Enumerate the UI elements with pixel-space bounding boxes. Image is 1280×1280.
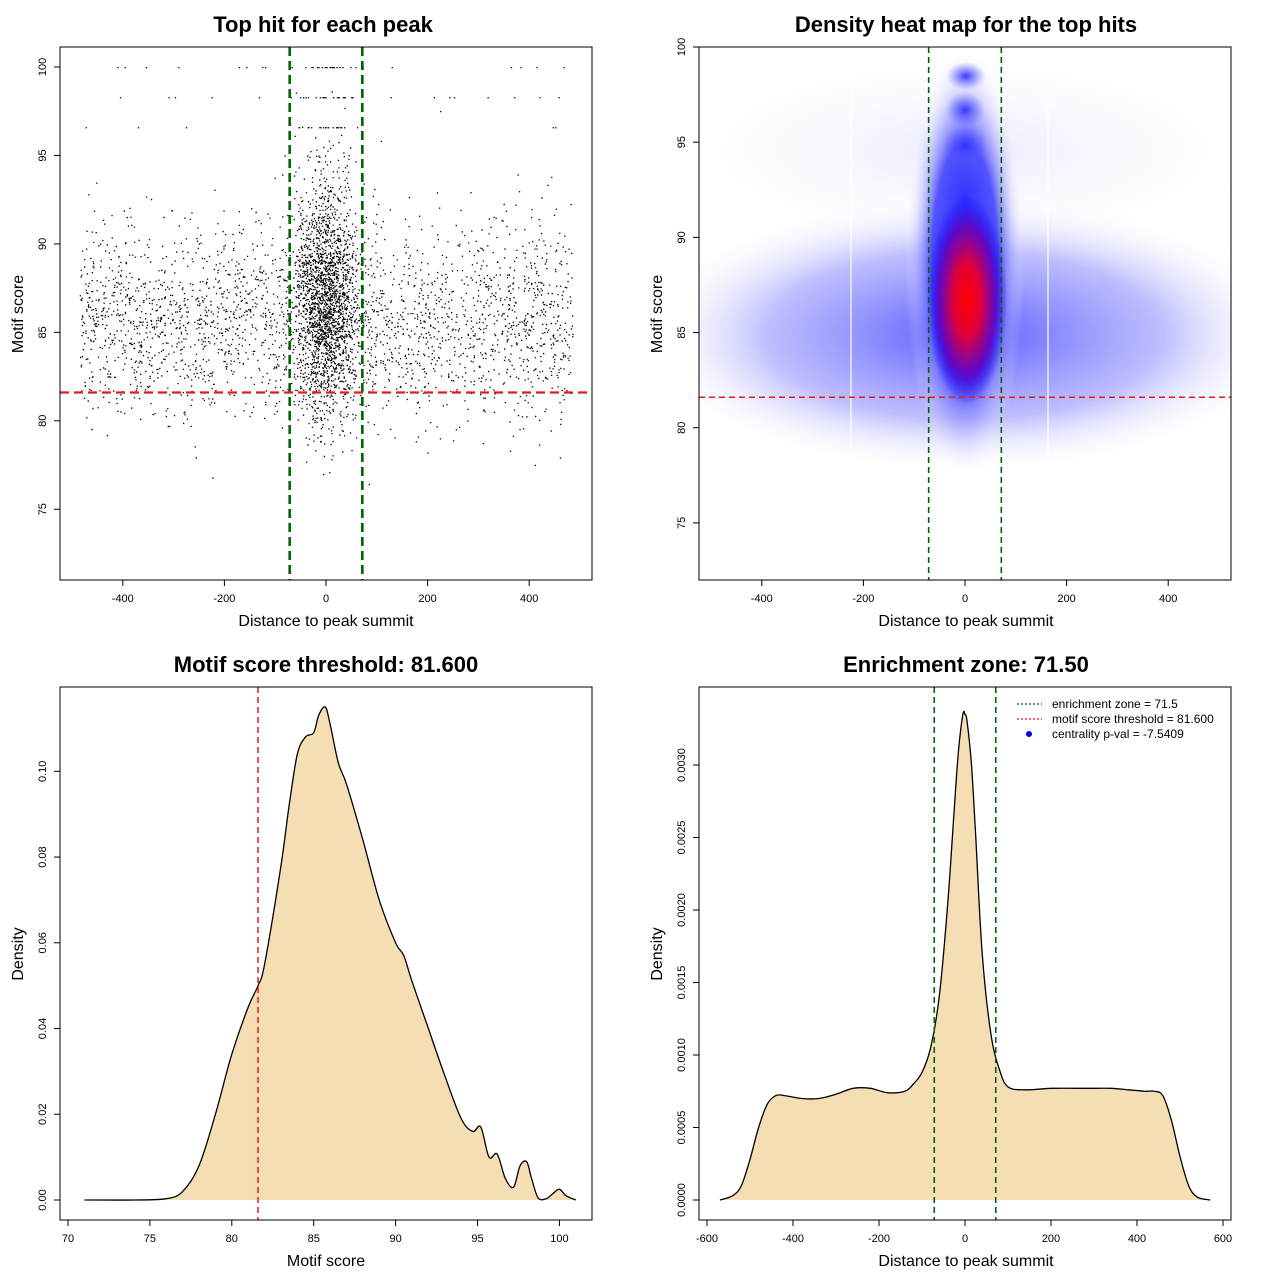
heatmap-image bbox=[699, 47, 1231, 580]
y-tick-label: 0.0015 bbox=[676, 966, 688, 1000]
y-tick-label: 95 bbox=[676, 136, 688, 148]
y-tick-label: 90 bbox=[676, 231, 688, 243]
legend-dot-centrality-pval bbox=[1026, 731, 1032, 737]
distance-density-x-label: Distance to peak summit bbox=[878, 1253, 1054, 1270]
scatter-x-axis: -400 -200 0 200 400 bbox=[112, 580, 538, 605]
x-tick-label: -200 bbox=[213, 593, 235, 605]
heatmap-blob-97 bbox=[945, 92, 985, 128]
x-tick-label: -400 bbox=[751, 593, 773, 605]
heatmap-blob-95 bbox=[943, 126, 987, 166]
y-tick-label: 0.08 bbox=[37, 846, 49, 867]
y-tick-label: 80 bbox=[37, 415, 49, 427]
density-curve bbox=[719, 710, 1211, 1201]
x-tick-label: 400 bbox=[1128, 1233, 1146, 1245]
y-tick-label: 80 bbox=[676, 422, 688, 434]
x-tick-label: 0 bbox=[962, 593, 968, 605]
distance-density-area bbox=[719, 710, 1211, 1201]
x-tick-label: 200 bbox=[1042, 1233, 1060, 1245]
heatmap-blob-99 bbox=[946, 62, 986, 90]
distance-density-reference-lines bbox=[933, 687, 997, 1220]
x-tick-label: 0 bbox=[323, 593, 329, 605]
scatter-title: Top hit for each peak bbox=[213, 12, 433, 37]
legend-item-centrality-pval: centrality p-val = -7.5409 bbox=[1026, 727, 1184, 741]
heatmap-peak bbox=[927, 195, 1007, 405]
distance-density-title: Enrichment zone: 71.50 bbox=[843, 652, 1089, 677]
y-tick-label: 75 bbox=[37, 503, 49, 515]
x-tick-label: 85 bbox=[308, 1233, 320, 1245]
x-tick-label: 200 bbox=[1057, 593, 1075, 605]
x-tick-label: 100 bbox=[550, 1233, 568, 1245]
x-tick-label: -600 bbox=[696, 1233, 718, 1245]
heatmap-reference-lines bbox=[699, 47, 1231, 580]
distance-density-y-axis: 0.0000 0.0005 0.0010 0.0015 0.0020 0.0025 0.00… bbox=[676, 748, 699, 1217]
distance-density-x-axis: -600 -400 -200 0 200 400 600 bbox=[696, 1220, 1232, 1245]
y-tick-label: 0.0005 bbox=[676, 1111, 688, 1145]
x-tick-label: 600 bbox=[1214, 1233, 1232, 1245]
y-tick-label: 0.0020 bbox=[676, 893, 688, 927]
density-fill bbox=[719, 711, 1211, 1200]
heatmap-title: Density heat map for the top hits bbox=[795, 12, 1137, 37]
y-tick-label: 0.02 bbox=[37, 1104, 49, 1125]
y-tick-label: 95 bbox=[37, 149, 49, 161]
y-tick-label: 0.10 bbox=[37, 761, 49, 782]
legend-label-motif-threshold: motif score threshold = 81.600 bbox=[1052, 712, 1214, 726]
y-tick-label: 75 bbox=[676, 517, 688, 529]
x-tick-label: -200 bbox=[868, 1233, 890, 1245]
x-tick-label: 0 bbox=[962, 1233, 968, 1245]
distance-density-panel: Enrichment zone: 71.50 -600 -400 -200 0 200 4… bbox=[649, 652, 1232, 1270]
y-tick-label: 100 bbox=[676, 38, 688, 56]
scatter-point-cloud bbox=[79, 67, 574, 486]
score-density-title: Motif score threshold: 81.600 bbox=[174, 652, 478, 677]
x-tick-label: 200 bbox=[418, 593, 436, 605]
legend-item-enrichment-zone: enrichment zone = 71.5 bbox=[1017, 697, 1178, 711]
score-density-x-label: Motif score bbox=[287, 1253, 365, 1270]
legend-item-motif-threshold: motif score threshold = 81.600 bbox=[1017, 712, 1214, 726]
x-tick-label: 90 bbox=[389, 1233, 401, 1245]
distance-density-y-label: Density bbox=[649, 927, 666, 980]
score-density-y-axis: 0.00 0.02 0.04 0.06 0.08 0.10 bbox=[37, 761, 60, 1211]
score-density-x-axis: 70 75 80 85 90 95 100 bbox=[62, 1220, 569, 1245]
y-tick-label: 0.04 bbox=[37, 1018, 49, 1039]
scatter-y-label: Motif score bbox=[10, 275, 27, 353]
x-tick-label: -400 bbox=[782, 1233, 804, 1245]
y-tick-label: 100 bbox=[37, 58, 49, 76]
scatter-reference-lines bbox=[60, 47, 592, 580]
scatter-x-label: Distance to peak summit bbox=[238, 613, 414, 630]
x-tick-label: 400 bbox=[520, 593, 538, 605]
scatter-points bbox=[79, 67, 574, 486]
y-tick-label: 85 bbox=[676, 326, 688, 338]
score-density-plot-frame bbox=[59, 686, 593, 1221]
heatmap-x-axis: -400 -200 0 200 400 bbox=[751, 580, 1177, 605]
legend-label-enrichment-zone: enrichment zone = 71.5 bbox=[1052, 697, 1178, 711]
legend: enrichment zone = 71.5 motif score thres… bbox=[1017, 697, 1214, 741]
heatmap-panel: Density heat map for the top hits -400 -2… bbox=[649, 12, 1232, 630]
scatter-y-axis: 75 80 85 90 95 100 bbox=[37, 58, 60, 515]
heatmap-y-axis: 75 80 85 90 95 100 bbox=[676, 38, 699, 529]
legend-label-centrality-pval: centrality p-val = -7.5409 bbox=[1052, 727, 1184, 741]
x-tick-label: 80 bbox=[226, 1233, 238, 1245]
y-tick-label: 0.0025 bbox=[676, 821, 688, 855]
score-density-y-label: Density bbox=[10, 927, 27, 980]
x-tick-label: -400 bbox=[112, 593, 134, 605]
x-tick-label: -200 bbox=[852, 593, 874, 605]
density-fill bbox=[84, 706, 576, 1201]
y-tick-label: 90 bbox=[37, 238, 49, 250]
x-tick-label: 75 bbox=[144, 1233, 156, 1245]
y-tick-label: 0.0030 bbox=[676, 748, 688, 782]
y-tick-label: 0.0010 bbox=[676, 1038, 688, 1072]
heatmap-y-label: Motif score bbox=[649, 275, 666, 353]
x-tick-label: 95 bbox=[471, 1233, 483, 1245]
y-tick-label: 85 bbox=[37, 326, 49, 338]
y-tick-label: 0.00 bbox=[37, 1189, 49, 1210]
scatter-panel: Top hit for each peak -400 -200 0 200 400 75… bbox=[10, 12, 593, 630]
x-tick-label: 400 bbox=[1159, 593, 1177, 605]
x-tick-label: 70 bbox=[62, 1233, 74, 1245]
y-tick-label: 0.06 bbox=[37, 932, 49, 953]
density-curve bbox=[84, 706, 577, 1201]
heatmap-x-label: Distance to peak summit bbox=[878, 613, 1054, 630]
y-tick-label: 0.0000 bbox=[676, 1183, 688, 1217]
score-density-area bbox=[84, 706, 577, 1201]
score-density-panel: Motif score threshold: 81.600 70 75 80 85 90… bbox=[10, 652, 593, 1270]
